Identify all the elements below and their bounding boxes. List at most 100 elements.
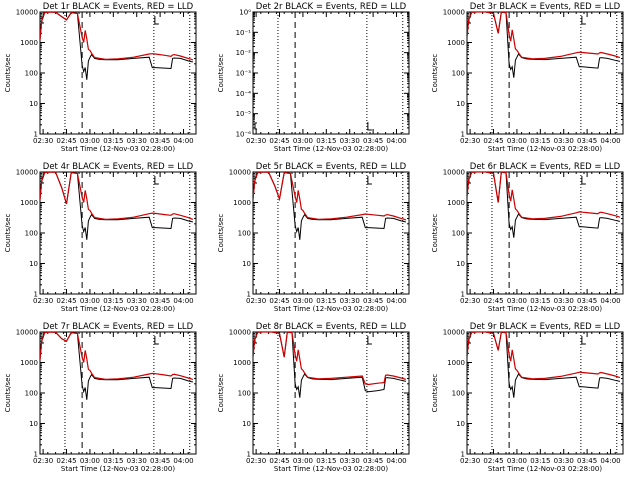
x-tick-label: 03:30: [127, 297, 147, 305]
y-tick-label: 1: [461, 451, 465, 459]
x-tick-label: 02:30: [33, 457, 53, 465]
x-tick-label: 02:30: [460, 137, 480, 145]
y-tick-label: 10000: [229, 169, 251, 177]
y-axis-label: Counts/sec: [4, 54, 12, 93]
right-bracket-marker: [367, 176, 372, 185]
x-tick-label: 03:00: [507, 137, 527, 145]
y-tick-label: 10⁻⁵: [236, 110, 252, 118]
x-tick-label: 03:30: [340, 457, 360, 465]
y-axis-label: Counts/sec: [431, 54, 439, 93]
y-tick-label: 10000: [443, 9, 465, 17]
x-tick-label: 03:30: [127, 137, 147, 145]
panel-det-2r: Det 2r BLACK = Events, RED = LLD 10⁻⁶ 10⁻⁵…: [217, 2, 410, 153]
right-bracket-marker: [581, 16, 586, 25]
y-tick-label: 1000: [20, 199, 38, 207]
plot-frame: [252, 331, 410, 455]
y-axis-label: Counts/sec: [4, 214, 12, 253]
x-tick-label: 02:30: [33, 137, 53, 145]
x-tick-label: 03:15: [530, 457, 550, 465]
x-tick-label: 03:30: [127, 457, 147, 465]
black-events-series: [253, 172, 407, 240]
x-tick-label: 03:30: [340, 137, 360, 145]
x-tick-label: 02:45: [269, 457, 289, 465]
y-tick-label: 10000: [16, 169, 38, 177]
y-axis-label: Counts/sec: [431, 374, 439, 413]
black-events-series: [40, 332, 194, 400]
x-tick-label: 02:45: [483, 137, 503, 145]
black-events-series: [467, 332, 621, 398]
x-tick-label: 04:00: [173, 457, 193, 465]
panel-det-3r: Det 3r BLACK = Events, RED = LLD 1 10 100 10…: [431, 2, 624, 153]
x-tick-label: 03:45: [363, 297, 383, 305]
x-tick-label: 03:00: [507, 297, 527, 305]
x-tick-label: 03:15: [103, 457, 123, 465]
panel-title: Det 6r BLACK = Events, RED = LLD: [470, 162, 621, 172]
x-tick-label: 03:30: [340, 297, 360, 305]
x-tick-label: 03:15: [316, 297, 336, 305]
red-lld-series: [467, 172, 621, 220]
plot-frame: [39, 171, 197, 295]
x-tick-label: 04:00: [386, 297, 406, 305]
y-tick-label: 1: [247, 451, 251, 459]
x-axis-label: Start Time (12-Nov-03 02:28:00): [274, 465, 388, 473]
right-bracket-marker: [154, 16, 159, 25]
red-lld-series: [40, 172, 194, 221]
x-axis-label: Start Time (12-Nov-03 02:28:00): [61, 145, 175, 153]
x-tick-label: 02:30: [460, 297, 480, 305]
y-tick-label: 10: [456, 420, 465, 428]
y-tick-label: 1: [247, 291, 251, 299]
left-bracket-marker: [254, 122, 257, 130]
plot-frame: [466, 331, 624, 455]
y-tick-label: 1: [461, 291, 465, 299]
panel-title: Det 5r BLACK = Events, RED = LLD: [256, 162, 407, 172]
x-tick-label: 03:45: [577, 457, 597, 465]
plot-frame: [252, 11, 410, 135]
x-tick-label: 04:00: [600, 457, 620, 465]
x-tick-label: 03:45: [577, 297, 597, 305]
y-tick-label: 1000: [447, 359, 465, 367]
x-tick-label: 03:15: [530, 297, 550, 305]
panel-title: Det 1r BLACK = Events, RED = LLD: [43, 2, 194, 12]
x-tick-label: 03:00: [293, 137, 313, 145]
y-tick-label: 10: [456, 260, 465, 268]
y-axis-label: Counts/sec: [431, 214, 439, 253]
x-tick-label: 04:00: [600, 297, 620, 305]
x-axis-label: Start Time (12-Nov-03 02:28:00): [61, 465, 175, 473]
y-tick-label: 100: [452, 70, 465, 78]
x-axis-label: Start Time (12-Nov-03 02:28:00): [488, 465, 602, 473]
panel-det-1r: Det 1r BLACK = Events, RED = LLD 1 10 100 10…: [4, 2, 197, 153]
panel-det-8r: Det 8r BLACK = Events, RED = LLD 1 10 100 10…: [217, 322, 410, 473]
x-tick-label: 03:30: [554, 297, 574, 305]
right-bracket-marker: [367, 122, 372, 131]
red-lld-series: [40, 332, 194, 381]
x-axis-label: Start Time (12-Nov-03 02:28:00): [61, 305, 175, 313]
y-tick-label: 10: [456, 100, 465, 108]
y-tick-label: 10⁰: [239, 9, 251, 17]
y-axis-label: Counts/sec: [217, 374, 225, 413]
x-tick-label: 04:00: [600, 137, 620, 145]
y-tick-label: 10⁻³: [236, 70, 252, 78]
red-lld-series: [467, 12, 621, 60]
panel-title: Det 7r BLACK = Events, RED = LLD: [43, 322, 194, 332]
x-tick-label: 03:15: [530, 137, 550, 145]
y-tick-label: 100: [452, 230, 465, 238]
x-tick-label: 03:30: [554, 137, 574, 145]
x-tick-label: 03:00: [80, 457, 100, 465]
x-tick-label: 02:45: [269, 297, 289, 305]
right-bracket-marker: [154, 176, 159, 185]
x-tick-label: 04:00: [173, 137, 193, 145]
y-tick-label: 100: [25, 230, 38, 238]
x-axis-label: Start Time (12-Nov-03 02:28:00): [488, 145, 602, 153]
x-tick-label: 03:45: [363, 457, 383, 465]
x-tick-label: 02:45: [56, 457, 76, 465]
x-tick-label: 03:00: [80, 137, 100, 145]
x-tick-label: 02:45: [269, 137, 289, 145]
plot-frame: [466, 11, 624, 135]
y-tick-label: 10⁻⁶: [236, 131, 252, 139]
y-tick-label: 10⁻¹: [236, 29, 252, 37]
y-tick-label: 10⁻⁴: [236, 90, 252, 98]
x-tick-label: 03:15: [316, 137, 336, 145]
y-axis-label: Counts/sec: [4, 374, 12, 413]
x-tick-label: 02:45: [483, 457, 503, 465]
panel-det-9r: Det 9r BLACK = Events, RED = LLD 1 10 100 10…: [431, 322, 624, 473]
